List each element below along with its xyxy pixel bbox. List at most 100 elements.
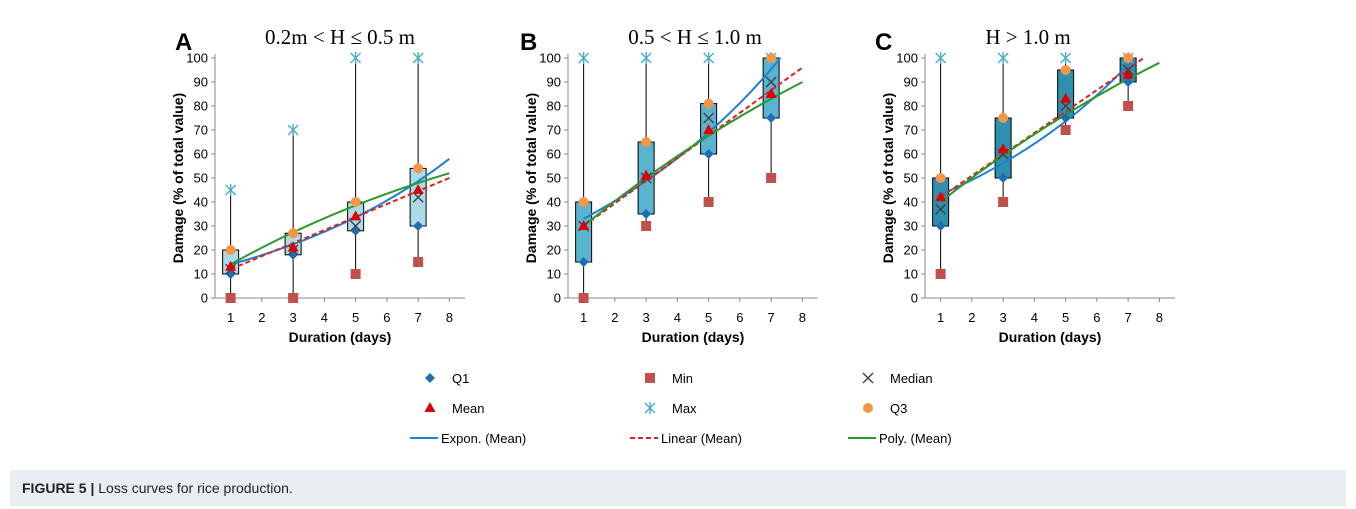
x-tick-label: 4 [321, 310, 328, 325]
panel-letter: C [875, 29, 892, 56]
y-tick-label: 10 [547, 267, 561, 282]
y-tick-label: 100 [186, 51, 208, 66]
y-tick-label: 90 [904, 75, 918, 90]
min-point [703, 197, 714, 207]
panel-a: A 0.2m < H ≤ 0.5 m 0 10 20 30 40 50 60 70 80 90 100 1… [170, 25, 465, 345]
figure-caption: FIGURE 5 | Loss curves for rice producti… [22, 480, 293, 496]
legend-label-median: Median [890, 371, 933, 386]
y-axis-label: Damage (% of total value) [880, 93, 896, 263]
x-tick-label: 8 [799, 310, 806, 325]
x-tick-label: 7 [415, 310, 422, 325]
q3-point [935, 173, 946, 183]
q1-point [641, 209, 652, 219]
panel-b: B 0.5 < H ≤ 1.0 m 0 10 20 30 40 50 60 70 80 90 100 1 2… [520, 25, 818, 345]
y-tick-label: 50 [904, 171, 918, 186]
mean-point [412, 184, 424, 194]
y-tick-label: 60 [904, 147, 918, 162]
y-tick-label: 80 [194, 99, 208, 114]
y-tick-label: 80 [904, 99, 918, 114]
max-point [578, 52, 590, 64]
min-point [225, 293, 236, 303]
x-tick-label: 5 [352, 310, 359, 325]
mean-point [997, 143, 1009, 154]
q3-point [1123, 53, 1134, 63]
median-point [350, 220, 362, 232]
mean-point [350, 210, 362, 221]
x-tick-label: 4 [1031, 310, 1038, 325]
mean-point [935, 191, 947, 202]
legend-swatch-q1 [425, 373, 435, 383]
x-tick-label: 7 [1125, 310, 1132, 325]
y-tick-label: 0 [911, 291, 918, 306]
y-tick-label: 10 [904, 267, 918, 282]
q1-point [413, 221, 424, 231]
x-tick-label: 2 [968, 310, 975, 325]
y-tick-label: 50 [194, 171, 208, 186]
mean-point [765, 88, 777, 98]
q1-point [766, 113, 777, 123]
min-point [1123, 101, 1134, 111]
y-tick-label: 80 [547, 99, 561, 114]
max-point [350, 52, 362, 64]
legend-swatch-q3 [863, 403, 873, 413]
q3-point [998, 113, 1009, 123]
panel-title: 0.2m < H ≤ 0.5 m [265, 25, 415, 49]
caption-label: FIGURE 5 | [22, 480, 95, 496]
q1-point [935, 221, 946, 231]
y-tick-label: 40 [904, 195, 918, 210]
x-tick-label: 1 [227, 310, 234, 325]
q3-point [766, 53, 777, 63]
q3-point [288, 228, 299, 239]
max-point [640, 52, 652, 64]
x-tick-label: 2 [611, 310, 618, 325]
q3-point [641, 137, 652, 147]
legend-label-min: Min [672, 371, 693, 386]
max-point [703, 52, 715, 64]
min-point [578, 293, 589, 303]
y-tick-label: 100 [539, 51, 561, 66]
min-point [641, 221, 652, 231]
x-tick-label: 1 [580, 310, 587, 325]
max-point [287, 124, 299, 136]
x-tick-label: 6 [1093, 310, 1100, 325]
x-tick-label: 6 [736, 310, 743, 325]
panel-title: H > 1.0 m [985, 25, 1070, 49]
panel-letter: A [175, 29, 192, 56]
legend-swatch-max [644, 402, 656, 414]
trend-poly [230, 172, 450, 266]
legend-label-mean: Mean [452, 401, 485, 416]
x-axis-label: Duration (days) [289, 329, 392, 345]
legend-swatch-mean [424, 402, 436, 412]
y-tick-label: 30 [547, 219, 561, 234]
x-tick-label: 3 [290, 310, 297, 325]
x-tick-label: 5 [705, 310, 712, 325]
y-tick-label: 60 [547, 147, 561, 162]
y-tick-label: 40 [194, 195, 208, 210]
trend-expon [940, 57, 1136, 196]
q1-point [1123, 77, 1134, 87]
q3-point [1060, 65, 1071, 75]
q1-point [1060, 113, 1071, 123]
q3-point [350, 197, 361, 207]
q3-point [703, 98, 714, 109]
x-tick-label: 4 [674, 310, 681, 325]
y-tick-label: 90 [547, 75, 561, 90]
x-axis-label: Duration (days) [999, 329, 1102, 345]
y-tick-label: 30 [904, 219, 918, 234]
min-point [998, 197, 1009, 207]
panel-c: C H > 1.0 m 0 10 20 30 40 50 60 70 80 90 100 1 2 3 4 5 6 7 8… [875, 25, 1175, 345]
min-point [766, 173, 777, 183]
x-tick-label: 8 [446, 310, 453, 325]
q3-point [225, 245, 236, 255]
y-tick-label: 0 [554, 291, 561, 306]
y-axis-label: Damage (% of total value) [170, 93, 186, 263]
legend-swatch-median [862, 372, 874, 384]
min-point [935, 269, 946, 279]
min-point [350, 269, 361, 279]
q3-point [413, 163, 424, 174]
y-tick-label: 60 [194, 147, 208, 162]
x-tick-label: 3 [1000, 310, 1007, 325]
caption-body: Loss curves for rice production. [94, 480, 293, 496]
max-point [225, 184, 237, 196]
max-point [1060, 52, 1072, 64]
